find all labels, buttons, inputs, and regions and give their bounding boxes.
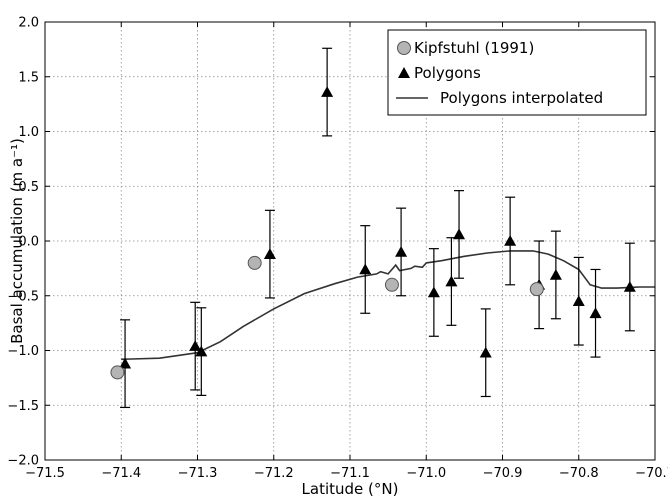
x-tick-label: −70.8	[559, 466, 599, 481]
kipfstuhl-point	[110, 365, 125, 380]
triangle-marker	[321, 86, 334, 97]
polygon-point	[395, 207, 408, 297]
y-tick-label: 2.0	[18, 16, 39, 31]
polygon-point	[263, 209, 276, 299]
kipfstuhl-point	[247, 255, 262, 270]
grid	[45, 22, 655, 460]
triangle-marker	[395, 245, 408, 257]
triangle-marker	[195, 345, 208, 357]
y-tick-label: 0.0	[18, 235, 39, 250]
legend-label-kipfstuhl: Kipfstuhl (1991)	[414, 39, 534, 57]
y-tick-label: 1.0	[18, 125, 39, 140]
legend: Kipfstuhl (1991) Polygons Polygons inter…	[387, 29, 647, 116]
polygon-point	[189, 301, 202, 391]
y-axis-label: Basal accumulation (m a⁻¹)	[8, 138, 26, 344]
polygon-point	[549, 230, 562, 320]
legend-marker-polygons	[398, 67, 410, 78]
polygon-point	[453, 190, 466, 279]
polygon-point	[572, 256, 585, 346]
polygon-point	[504, 196, 517, 286]
triangle-marker	[479, 346, 492, 358]
x-tick-label: −70.7	[635, 466, 668, 481]
polygon-point	[359, 225, 372, 314]
triangle-marker	[453, 228, 466, 240]
triangle-marker	[589, 307, 602, 319]
triangle-marker	[263, 248, 276, 259]
y-tick-label: 1.5	[18, 70, 39, 85]
x-tick-label: −71.0	[406, 466, 446, 481]
polygon-point	[479, 308, 492, 398]
triangle-marker	[445, 275, 458, 287]
triangle-marker	[427, 286, 440, 298]
x-tick-label: −70.9	[483, 466, 523, 481]
triangle-marker	[549, 268, 562, 280]
x-tick-label: −71.4	[101, 466, 141, 481]
x-tick-label: −71.3	[178, 466, 218, 481]
kipfstuhl-point	[529, 282, 544, 297]
y-tick-label: −0.5	[7, 289, 39, 304]
kipfstuhl-point	[384, 277, 399, 292]
polygon-point	[445, 237, 458, 326]
triangle-marker	[623, 280, 636, 292]
triangle-marker	[572, 295, 585, 307]
data-points	[110, 47, 636, 409]
legend-marker-kipfstuhl	[397, 41, 411, 55]
polygon-point	[195, 307, 208, 396]
polygon-point	[321, 47, 334, 137]
triangle-marker	[504, 235, 517, 246]
axis-ticks: −71.5 −71.4 −71.3 −71.2 −71.1 −71.0 −70.9 −70.8…	[7, 16, 668, 482]
polygon-point	[119, 319, 132, 409]
polygon-point	[589, 268, 602, 358]
y-tick-label: −1.5	[7, 399, 39, 414]
x-axis-label: Latitude (°N)	[302, 480, 399, 498]
y-tick-label: −1.0	[7, 344, 39, 359]
x-tick-label: −71.2	[254, 466, 294, 481]
x-tick-label: −71.1	[330, 466, 370, 481]
triangle-marker	[119, 357, 132, 369]
triangle-marker	[359, 263, 372, 275]
polygon-point	[623, 242, 636, 332]
y-tick-label: −2.0	[7, 454, 39, 469]
legend-label-polygons-interpolated: Polygons interpolated	[440, 89, 603, 107]
triangle-marker	[189, 340, 202, 351]
x-tick-label: −71.5	[25, 466, 65, 481]
legend-label-polygons: Polygons	[414, 64, 481, 82]
legend-box	[387, 29, 647, 116]
y-tick-label: 0.5	[18, 180, 39, 195]
polygon-point	[427, 248, 440, 337]
